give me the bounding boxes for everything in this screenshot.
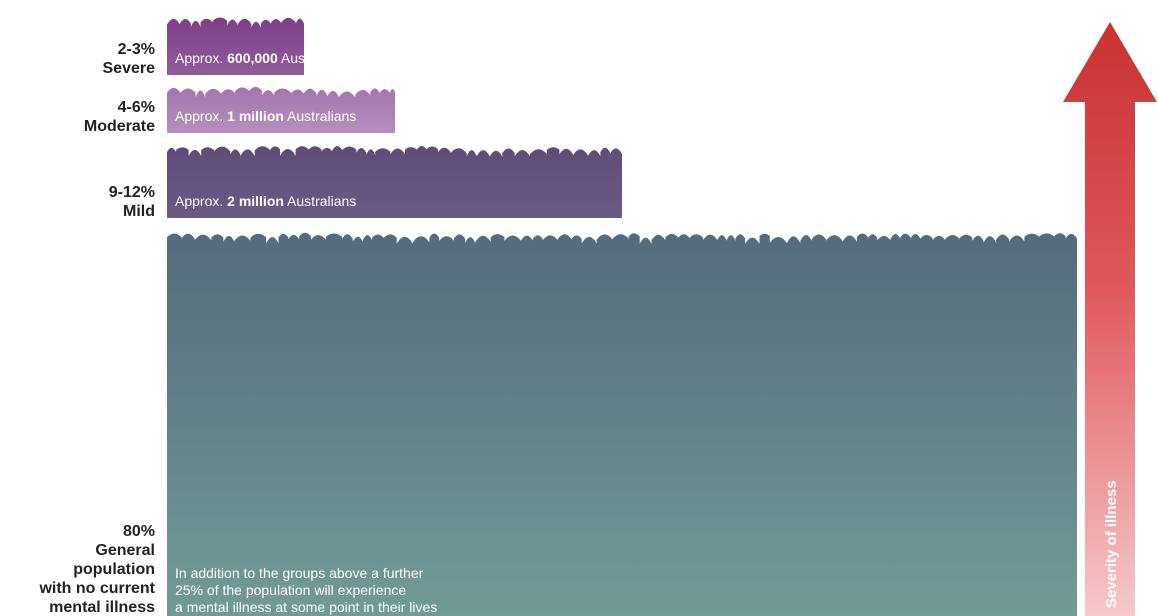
tier-percent-label: 4-6% [118,99,155,116]
severity-axis-label: Severity of illness [1103,480,1120,608]
tier-name-label: General [95,542,155,559]
bar-mild [167,146,622,218]
bar-note: Approx. 1 million Australians [175,108,356,124]
tier-name-label: mental illness [49,599,155,616]
severity-arrow [1063,22,1157,616]
bar-note: Approx. 2 million Australians [175,193,356,209]
bar-note-line: 25% of the population will experience [175,582,406,598]
bar-note-line: In addition to the groups above a furthe… [175,565,424,581]
tier-name-label: with no current [38,580,155,597]
tier-name-label: Moderate [84,118,155,135]
tier-percent-label: 80% [123,523,155,540]
tier-name-label: Mild [123,203,155,220]
bar-general-population [167,232,1077,616]
tier-percent-label: 9-12% [109,184,155,201]
tier-percent-label: 2-3% [118,41,155,58]
bar-moderate [167,86,395,133]
tier-name-label: population [73,561,155,578]
bar-note: Approx. 600,000 Australians [175,50,350,66]
bar-severe [167,17,304,75]
tier-name-label: Severe [103,60,156,77]
bar-note-line: a mental illness at some point in their … [175,599,437,615]
